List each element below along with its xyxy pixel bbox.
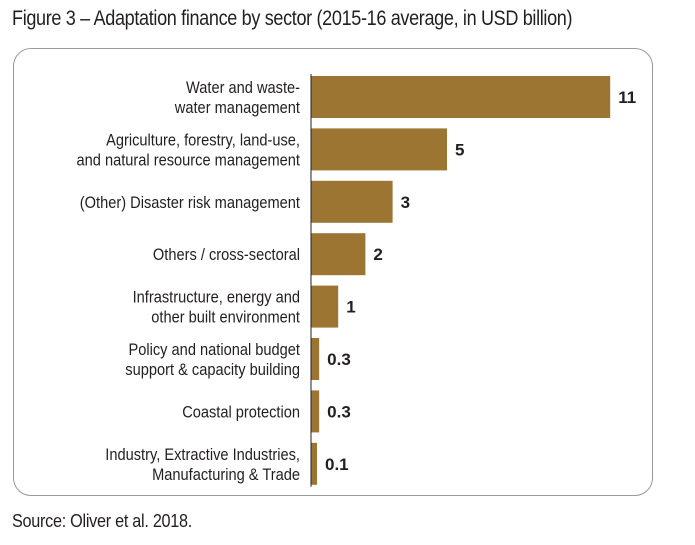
category-label-1-line-1: Water and waste- (186, 78, 300, 97)
category-label-8-line-1: Industry, Extractive Industries, (105, 445, 300, 464)
category-label-5-line-1: Infrastructure, energy and (133, 288, 300, 307)
category-label-1-line-2: water management (174, 98, 300, 117)
category-label-8-line-2: Manufacturing & Trade (152, 465, 300, 484)
category-label-4-line-1: Others / cross-sectoral (153, 245, 300, 264)
bar-value-label-2: 5 (455, 140, 464, 159)
category-label-2-line-1: Agriculture, forestry, land-use, (106, 130, 300, 149)
bar-value-label-7: 0.3 (327, 402, 351, 421)
bar-value-label-8: 0.1 (325, 455, 349, 474)
bar-7 (311, 390, 320, 433)
category-label-2-line-2: and natural resource management (77, 150, 301, 169)
bar-value-label-6: 0.3 (327, 350, 351, 369)
category-label-7-line-1: Coastal protection (182, 402, 300, 421)
bar-value-label-1: 11 (618, 88, 636, 107)
bar-4 (311, 233, 366, 276)
bar-8 (311, 442, 317, 485)
category-label-6-line-2: support & capacity building (125, 360, 300, 379)
bar-6 (311, 338, 320, 380)
bar-value-label-5: 1 (346, 298, 355, 317)
figure-title: Figure 3 – Adaptation finance by sector … (12, 7, 573, 30)
bar-5 (311, 285, 339, 328)
bar-1 (311, 76, 611, 118)
category-label-5-line-2: other built environment (151, 308, 300, 327)
bar-3 (311, 180, 393, 223)
bar-2 (311, 128, 447, 171)
bar-value-label-3: 3 (401, 193, 410, 212)
bar-value-label-4: 2 (373, 245, 382, 264)
category-label-6-line-1: Policy and national budget (129, 340, 301, 359)
source-note: Source: Oliver et al. 2018. (12, 511, 193, 531)
category-label-3-line-1: (Other) Disaster risk management (80, 193, 300, 212)
chart-frame (13, 48, 653, 496)
